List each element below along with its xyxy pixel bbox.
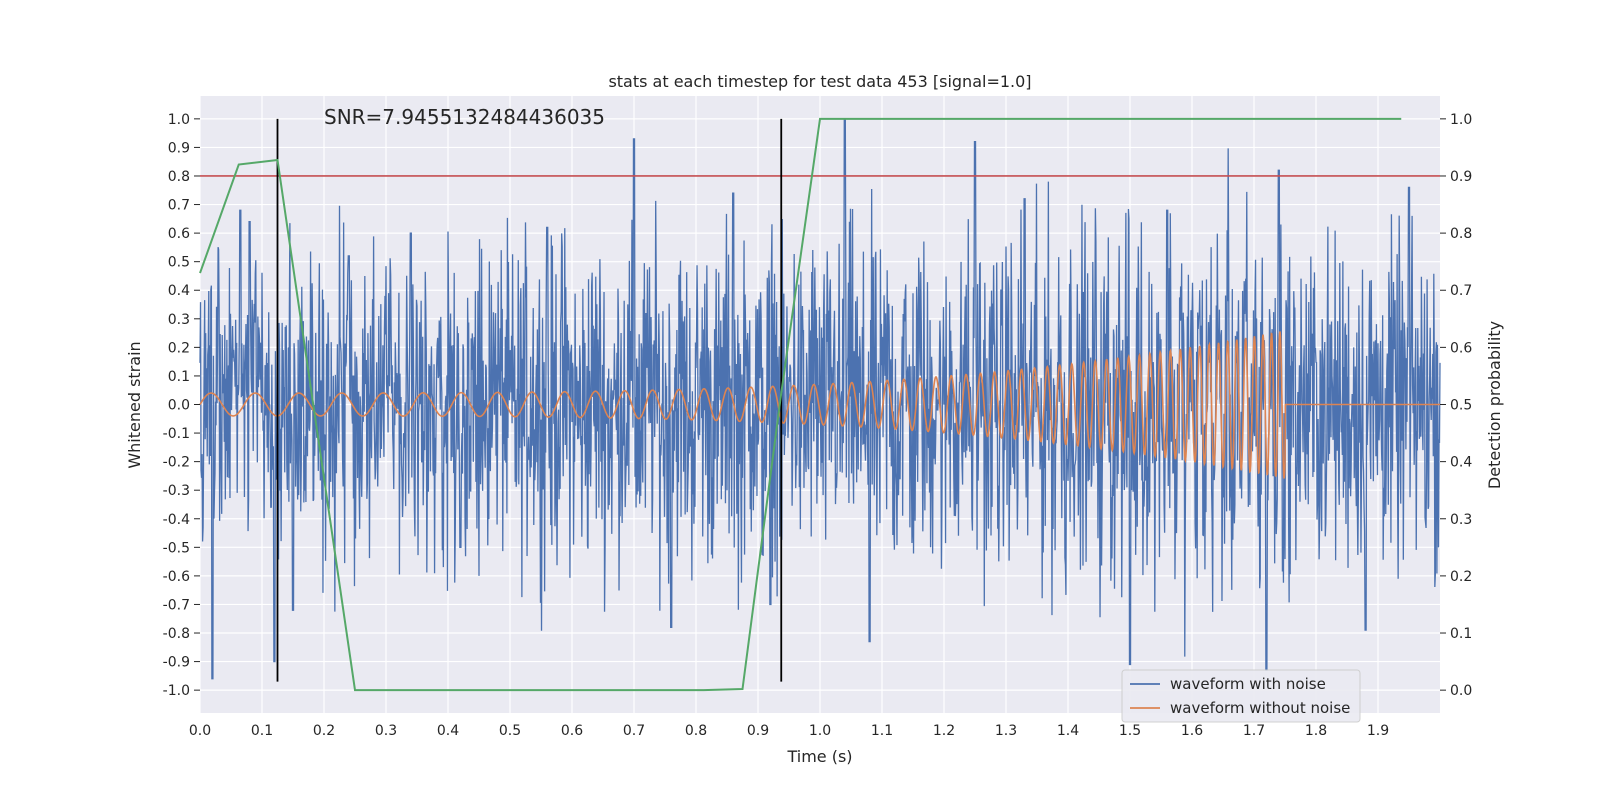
chart-title: stats at each timestep for test data 453…	[608, 72, 1031, 91]
snr-annotation: SNR=7.9455132484436035	[324, 105, 605, 129]
x-tick-label: 1.3	[995, 723, 1017, 739]
x-tick-label: 1.1	[871, 723, 893, 739]
x-tick-label: 0.9	[747, 723, 769, 739]
y-tick-label: -1.0	[163, 683, 190, 699]
x-tick-label: 1.4	[1057, 723, 1079, 739]
y-tick-label: 0.4	[168, 283, 190, 299]
y-tick-label: -0.5	[163, 540, 190, 556]
y2-tick-label: 1.0	[1450, 112, 1472, 128]
y-tick-label: 0.5	[168, 255, 190, 271]
y-tick-label: 0.3	[168, 312, 190, 328]
x-tick-label: 1.5	[1119, 723, 1141, 739]
x-tick-label: 0.4	[437, 723, 459, 739]
y2-tick-label: 0.6	[1450, 340, 1472, 356]
x-tick-label: 0.3	[375, 723, 397, 739]
y2-axis-label: Detection probability	[1485, 321, 1504, 489]
x-tick-label: 1.6	[1181, 723, 1203, 739]
y2-tick-label: 0.3	[1450, 512, 1472, 528]
y-tick-label: -0.8	[163, 626, 190, 642]
y-tick-label: -0.7	[163, 597, 190, 613]
legend: waveform with noise waveform without noi…	[1121, 669, 1361, 723]
clean-waveform-line	[199, 331, 1440, 479]
legend-box	[1121, 669, 1361, 723]
y-axis-label: Whitened strain	[125, 341, 144, 468]
y-tick-label: 0.8	[168, 169, 190, 185]
legend-label-clean: waveform without noise	[1170, 699, 1350, 717]
y-tick-label: -0.4	[163, 512, 190, 528]
x-tick-label: 0.0	[189, 723, 211, 739]
y-tick-label: -0.2	[163, 455, 190, 471]
x-tick-label: 0.2	[313, 723, 335, 739]
y-tick-label: 1.0	[168, 112, 190, 128]
y-tick-label: 0.0	[168, 398, 190, 414]
detection-probability-line	[199, 117, 1402, 692]
x-tick-label: 1.0	[809, 723, 831, 739]
x-tick-label: 1.9	[1367, 723, 1389, 739]
y2-tick-label: 0.4	[1450, 455, 1472, 471]
x-tick-label: 1.7	[1243, 723, 1265, 739]
y-tick-label: -0.3	[163, 483, 190, 499]
x-axis-label: Time (s)	[786, 747, 852, 766]
x-tick-label: 0.8	[685, 723, 707, 739]
x-tick-label: 0.7	[623, 723, 645, 739]
y-tick-label: 0.2	[168, 340, 190, 356]
x-tick-label: 0.6	[561, 723, 583, 739]
x-axis: 0.0 0.1 0.2 0.3 0.4 0.5 0.6 0.7 0.8 0.9 1.0 1.1 1.2 1…	[189, 723, 1389, 739]
right-axis: 0.0 0.1 0.2 0.3 0.4 0.5 0.6 0.7 0.8 0.9 1.0	[1440, 112, 1472, 699]
y2-tick-label: 0.8	[1450, 226, 1472, 242]
y-tick-label: -0.6	[163, 569, 190, 585]
y2-tick-label: 0.9	[1450, 169, 1472, 185]
x-tick-label: 0.1	[251, 723, 273, 739]
y2-tick-label: 0.1	[1450, 626, 1472, 642]
y2-tick-label: 0.2	[1450, 569, 1472, 585]
y-tick-label: 0.7	[168, 198, 190, 214]
x-tick-label: 0.5	[499, 723, 521, 739]
y-tick-label: 0.1	[168, 369, 190, 385]
y2-tick-label: 0.0	[1450, 683, 1472, 699]
x-tick-label: 1.8	[1305, 723, 1327, 739]
y-tick-label: -0.9	[163, 655, 190, 671]
y-tick-label: 0.6	[168, 226, 190, 242]
y-tick-label: 0.9	[168, 140, 190, 156]
y2-tick-label: 0.7	[1450, 283, 1472, 299]
left-axis: -1.0 -0.9 -0.8 -0.7 -0.6 -0.5 -0.4 -0.3 -0.2 -0.1…	[163, 112, 200, 699]
plot-area	[199, 117, 1441, 692]
legend-label-noisy: waveform with noise	[1170, 675, 1326, 693]
y2-tick-label: 0.5	[1450, 398, 1472, 414]
x-tick-label: 1.2	[933, 723, 955, 739]
y-tick-label: -0.1	[163, 426, 190, 442]
